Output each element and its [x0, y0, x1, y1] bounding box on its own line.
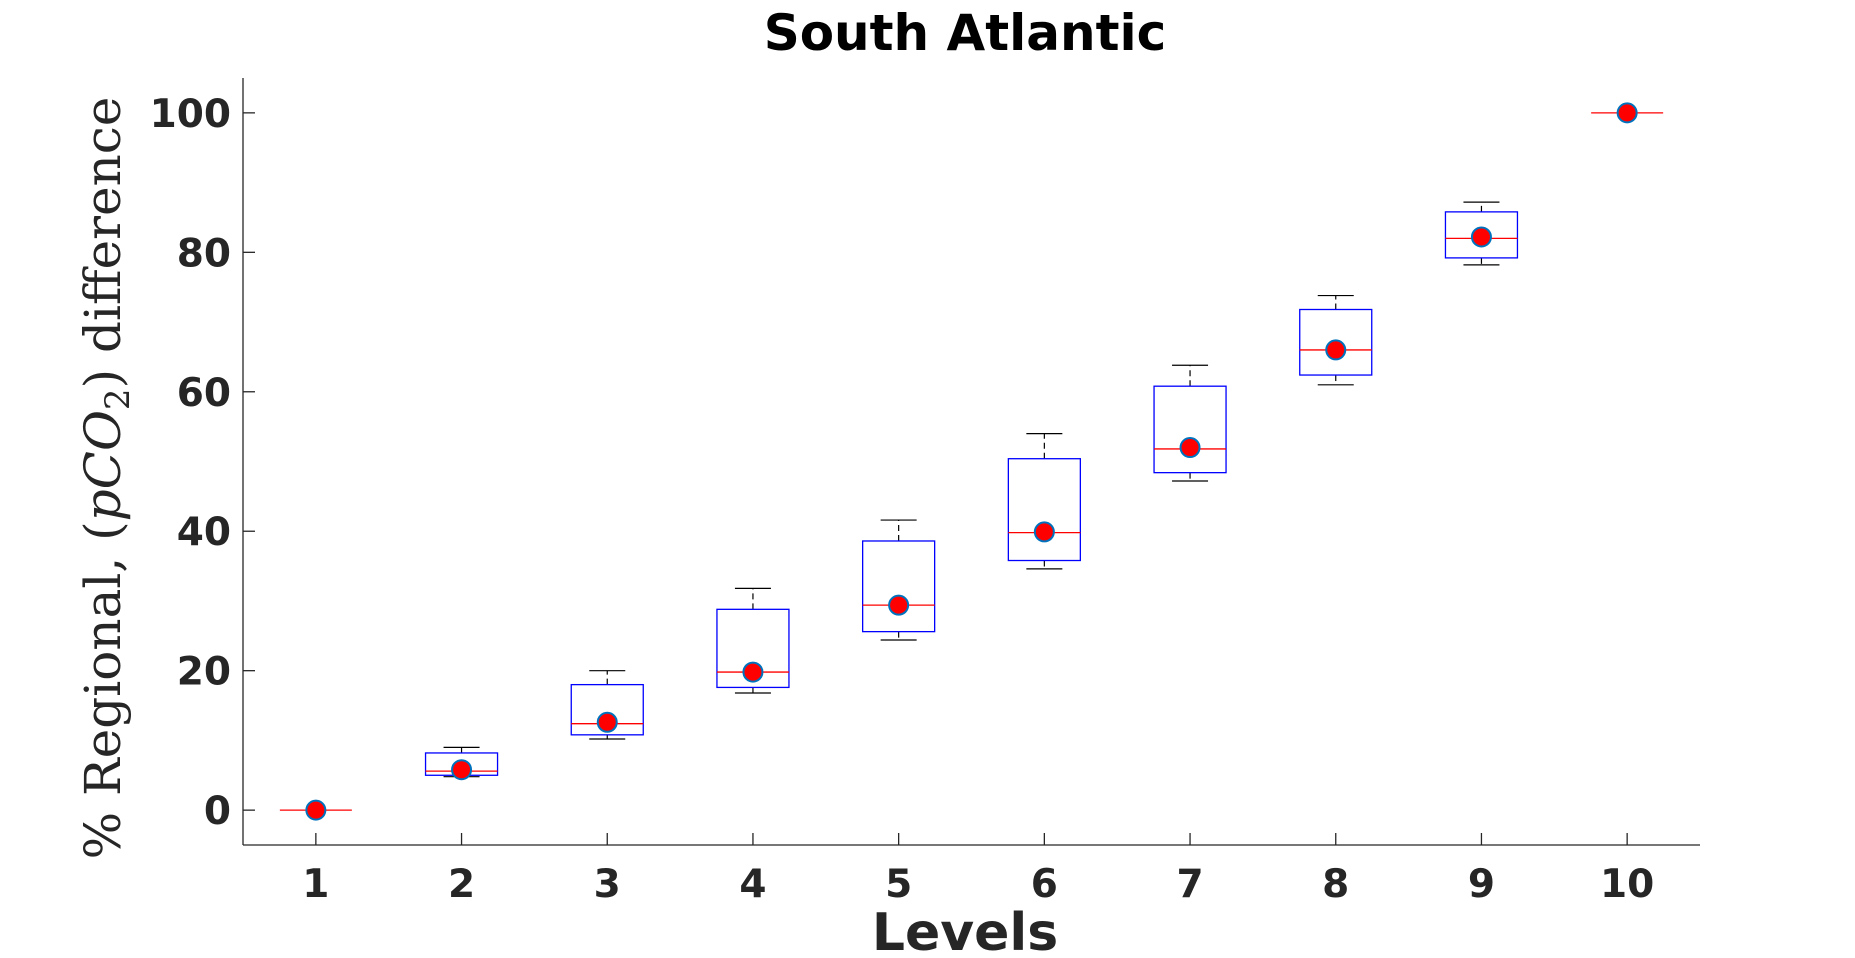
mean-marker [1325, 339, 1347, 361]
box-group [1007, 433, 1081, 570]
box [862, 540, 936, 633]
y-axis-label: % Regional, (pCO2) difference [74, 97, 138, 860]
ylabel-subscript: 2 [98, 388, 138, 410]
box-group [424, 746, 499, 781]
mean-marker [1616, 102, 1638, 124]
y-tick-label: 0 [204, 789, 231, 834]
box [570, 683, 644, 736]
y-tick-label: 60 [177, 371, 231, 416]
box [716, 608, 790, 689]
box-group [1444, 201, 1519, 266]
x-tick-label: 8 [1322, 862, 1349, 907]
box [1007, 458, 1081, 562]
y-tick-label: 20 [177, 650, 231, 695]
y-tick-label: 100 [150, 92, 231, 137]
y-tick-label: 40 [177, 510, 231, 555]
x-tick-label: 10 [1600, 862, 1654, 907]
y-tick-label: 80 [177, 231, 231, 276]
x-tick-label: 9 [1468, 862, 1495, 907]
mean-marker [305, 799, 327, 821]
x-tick-label: 3 [594, 862, 621, 907]
mean-marker [888, 594, 910, 616]
mean-marker [1470, 226, 1492, 248]
x-tick-label: 7 [1176, 862, 1203, 907]
x-tick-label: 6 [1031, 862, 1058, 907]
x-tick-label: 1 [302, 862, 329, 907]
mean-marker [742, 661, 764, 683]
x-axis-label: Levels [872, 903, 1058, 958]
axes: 0 20 40 60 80 100 1 2 3 4 5 6 7 8 9 10 [150, 78, 1700, 907]
box-group [1299, 294, 1373, 386]
plot-marks [279, 102, 1664, 821]
box [1299, 308, 1373, 376]
x-tick-label: 5 [885, 862, 912, 907]
mean-marker [1179, 437, 1201, 459]
mean-marker [1033, 521, 1055, 543]
ylabel-var-co: CO [74, 410, 132, 489]
mean-marker [451, 759, 473, 781]
x-tick-label: 2 [448, 862, 475, 907]
box-group [570, 670, 644, 740]
ylabel-prefix: % Regional, ( [74, 521, 132, 859]
chart-title: South Atlantic [764, 4, 1167, 62]
ylabel-var-p: p [74, 489, 132, 521]
box [1444, 211, 1519, 259]
box-group [862, 519, 936, 641]
box-group [1153, 364, 1227, 482]
mean-marker [596, 711, 618, 733]
box-group [279, 799, 352, 821]
box-group [1591, 102, 1664, 124]
ylabel-suffix: ) difference [74, 97, 132, 389]
x-tick-label: 4 [739, 862, 766, 907]
box-group [716, 587, 790, 694]
box [1153, 385, 1227, 474]
svg-text:% Regional, (pCO2) difference: % Regional, (pCO2) difference [74, 97, 138, 860]
